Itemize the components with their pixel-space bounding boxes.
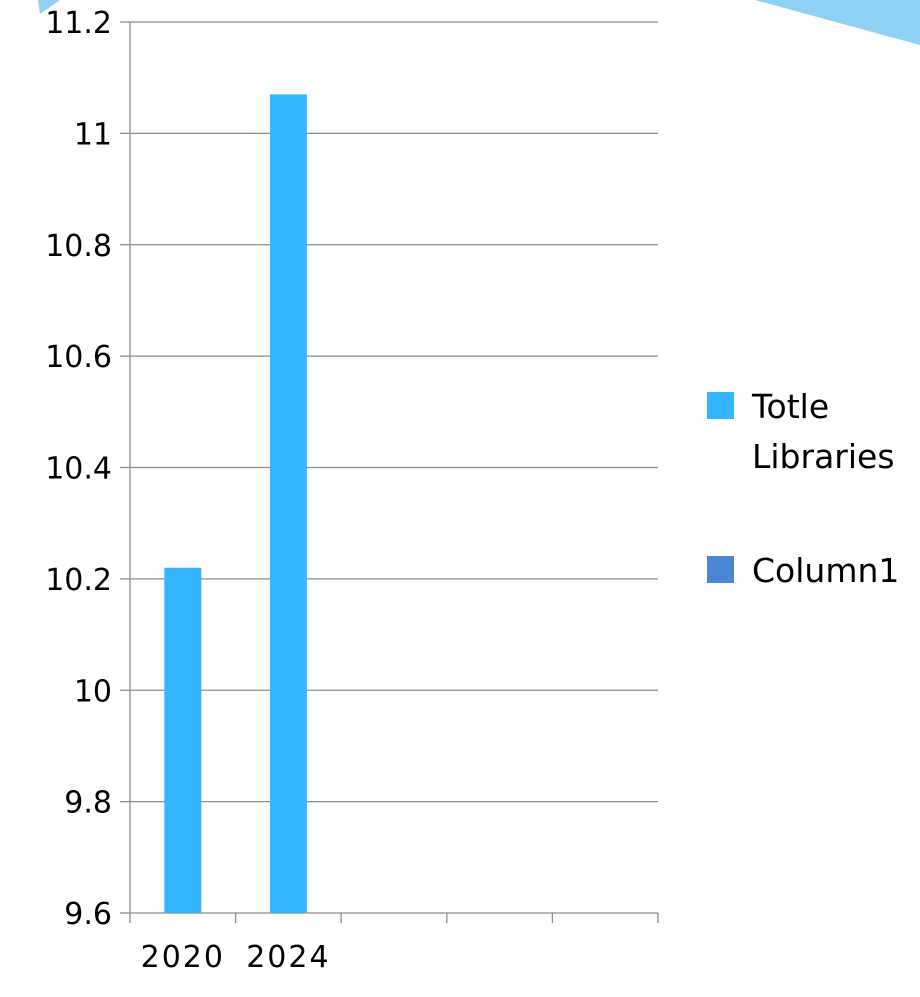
corner-accent-shape bbox=[755, 0, 920, 45]
y-tick-label: 11.2 bbox=[45, 6, 112, 41]
y-tick-label: 10.6 bbox=[45, 340, 112, 375]
y-axis-ticks: 9.6 9.8 10 10.2 10.4 10.6 10.8 11 11.2 bbox=[45, 6, 112, 932]
corner-accent-left bbox=[38, 0, 60, 14]
y-tick-label: 9.8 bbox=[64, 786, 112, 821]
legend-label: Totle Libraries bbox=[751, 387, 895, 476]
bar-2020 bbox=[164, 567, 202, 913]
axes bbox=[120, 21, 659, 923]
legend: Totle Libraries Column1 bbox=[707, 387, 899, 590]
y-tick-label: 10.8 bbox=[45, 229, 112, 264]
x-tick-label: 2024 bbox=[246, 940, 330, 975]
y-tick-label: 10.4 bbox=[45, 452, 112, 487]
legend-label: Column1 bbox=[752, 551, 899, 590]
gridlines bbox=[130, 21, 658, 803]
y-tick-label: 9.6 bbox=[64, 897, 112, 932]
legend-swatch bbox=[707, 392, 734, 419]
y-tick-label: 11 bbox=[74, 117, 112, 152]
x-tick-label: 2020 bbox=[141, 940, 225, 975]
y-tick-label: 10.2 bbox=[45, 563, 112, 598]
y-tick-label: 10 bbox=[74, 674, 112, 709]
bars bbox=[164, 94, 307, 914]
bar-2024 bbox=[269, 94, 307, 914]
x-axis-ticks: 2020 2024 bbox=[141, 940, 330, 975]
legend-swatch bbox=[707, 556, 734, 583]
